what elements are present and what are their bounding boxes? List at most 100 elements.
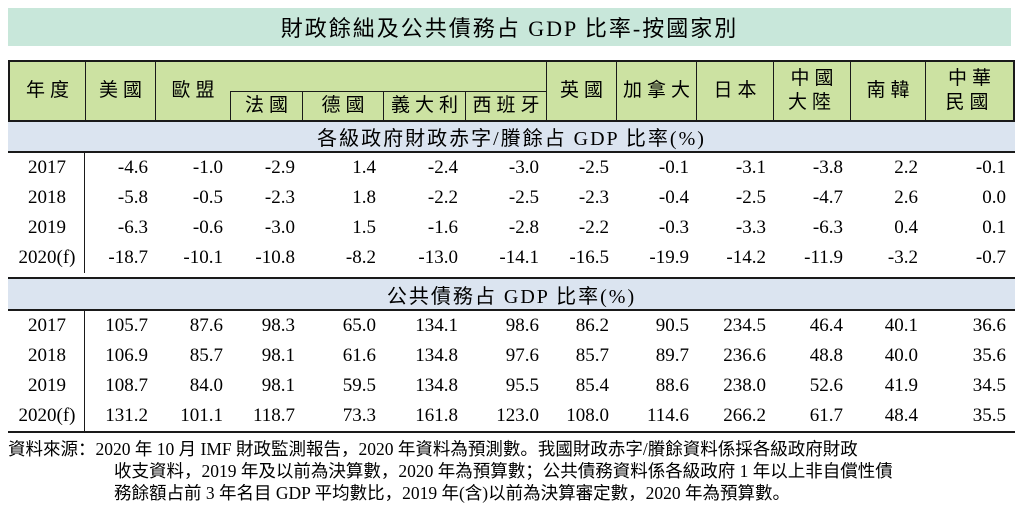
column-header-usa: 美國	[85, 62, 155, 120]
value-cell: -1.0	[192, 157, 223, 178]
value-cell: 86.2	[575, 315, 609, 336]
column-header-canada: 加拿大	[616, 62, 696, 120]
column-header-south-korea: 南韓	[850, 62, 925, 120]
value-cell: -6.3	[812, 217, 843, 238]
value-cell: -4.7	[812, 187, 843, 208]
year-cell: 2020(f)	[10, 401, 85, 431]
table-row: 2020(f) -18.7 -10.1 -10.8 -8.2 -13.0 -14.1 -16.…	[8, 243, 1015, 273]
column-header-uk: 英國	[546, 62, 616, 120]
value-cell: 1.8	[352, 187, 376, 208]
page-title: 財政餘絀及公共債務占 GDP 比率-按國家別	[8, 8, 1011, 46]
value-cell: -3.1	[735, 157, 766, 178]
value-cell: 34.5	[972, 375, 1006, 396]
value-cell: 90.5	[655, 315, 689, 336]
table-row: 2020(f) 131.2 101.1 118.7 73.3 161.8 123.0 108.…	[8, 401, 1015, 431]
value-cell: -14.1	[499, 247, 539, 268]
value-cell: -0.6	[192, 217, 223, 238]
data-table: 年度 美國 歐盟 法國 德國 義大利 西班牙 英國 加拿大 日本 中國 大陸 南…	[8, 60, 1015, 433]
value-cell: 40.0	[884, 345, 918, 366]
column-header-taiwan: 中華 民國	[925, 62, 1013, 120]
value-cell: -5.8	[117, 187, 148, 208]
value-cell: -10.8	[255, 247, 295, 268]
value-cell: -18.7	[108, 247, 148, 268]
section-header-fiscal-balance: 各級政府財政赤字/賸餘占 GDP 比率(%)	[8, 122, 1015, 153]
value-cell: -16.5	[569, 247, 609, 268]
value-cell: 48.4	[884, 405, 918, 426]
value-cell: 236.6	[723, 345, 766, 366]
source-note-line: 收支資料，2019 年及以前為決算數，2020 年為預算數；公共債務資料係各級政…	[114, 461, 893, 481]
value-cell: -2.8	[508, 217, 539, 238]
column-header-spain: 西班牙	[465, 91, 546, 120]
value-cell: 35.5	[972, 405, 1006, 426]
column-header-france: 法國	[230, 91, 302, 120]
value-cell: -19.9	[649, 247, 689, 268]
year-cell: 2018	[10, 341, 85, 371]
value-cell: 1.5	[352, 217, 376, 238]
value-cell: -4.6	[117, 157, 148, 178]
value-cell: 1.4	[352, 157, 376, 178]
value-cell: 2.6	[894, 187, 918, 208]
column-header-year: 年度	[25, 80, 74, 102]
source-note: 資料來源：2020 年 10 月 IMF 財政監測報告，2020 年資料為預測數…	[8, 438, 1017, 504]
value-cell: 89.7	[655, 345, 689, 366]
column-header-germany: 德國	[302, 91, 383, 120]
value-cell: 61.6	[342, 345, 376, 366]
value-cell: -11.9	[804, 247, 843, 268]
table-row: 2019 108.7 84.0 98.1 59.5 134.8 95.5 85.4 88.6 23…	[8, 371, 1015, 401]
value-cell: 134.1	[415, 315, 458, 336]
year-cell: 2017	[10, 153, 85, 183]
value-cell: 114.6	[646, 405, 689, 426]
section-header-public-debt: 公共債務占 GDP 比率(%)	[8, 277, 1015, 311]
table-row: 2019 -6.3 -0.6 -3.0 1.5 -1.6 -2.8 -2.2 -0.3 -3.3 -…	[8, 213, 1015, 243]
value-cell: 65.0	[342, 315, 376, 336]
table-row: 2018 106.9 85.7 98.1 61.6 134.8 97.6 85.7 89.7 23…	[8, 341, 1015, 371]
column-header-italy: 義大利	[383, 91, 465, 120]
value-cell: 123.0	[496, 405, 539, 426]
value-cell: 97.6	[505, 345, 539, 366]
source-note-line: 資料來源：2020 年 10 月 IMF 財政監測報告，2020 年資料為預測數…	[8, 439, 858, 459]
value-cell: -2.3	[578, 187, 609, 208]
value-cell: 85.7	[575, 345, 609, 366]
value-cell: 88.6	[655, 375, 689, 396]
value-cell: 48.8	[809, 345, 843, 366]
value-cell: 85.7	[189, 345, 223, 366]
value-cell: 101.1	[180, 405, 223, 426]
value-cell: 134.8	[415, 375, 458, 396]
column-header-eu: 歐盟	[155, 62, 230, 120]
value-cell: 98.1	[261, 375, 295, 396]
value-cell: 41.9	[884, 375, 918, 396]
value-cell: -3.2	[887, 247, 918, 268]
value-cell: -3.0	[508, 157, 539, 178]
value-cell: 73.3	[342, 405, 376, 426]
value-cell: 105.7	[105, 315, 148, 336]
value-cell: 95.5	[505, 375, 539, 396]
value-cell: -2.4	[427, 157, 458, 178]
value-cell: -2.5	[508, 187, 539, 208]
value-cell: 0.0	[982, 187, 1006, 208]
value-cell: -2.2	[578, 217, 609, 238]
value-cell: 266.2	[723, 405, 766, 426]
table-row: 2017 -4.6 -1.0 -2.9 1.4 -2.4 -3.0 -2.5 -0.1 -3.1 -…	[8, 153, 1015, 183]
value-cell: 131.2	[105, 405, 148, 426]
value-cell: -0.1	[658, 157, 689, 178]
value-cell: 238.0	[723, 375, 766, 396]
value-cell: 35.6	[972, 345, 1006, 366]
value-cell: 87.6	[189, 315, 223, 336]
year-cell: 2020(f)	[10, 243, 85, 273]
value-cell: 108.0	[566, 405, 609, 426]
section-rows-fiscal-balance: 2017 -4.6 -1.0 -2.9 1.4 -2.4 -3.0 -2.5 -0.1 -3.1 -…	[8, 153, 1015, 273]
value-cell: 234.5	[723, 315, 766, 336]
value-cell: -2.2	[427, 187, 458, 208]
value-cell: -0.7	[975, 247, 1006, 268]
value-cell: -3.3	[735, 217, 766, 238]
value-cell: 59.5	[342, 375, 376, 396]
value-cell: -0.3	[658, 217, 689, 238]
source-note-line: 務餘額占前 3 年名目 GDP 平均數比，2019 年(含)以前為決算審定數，2…	[114, 483, 791, 503]
value-cell: -0.1	[975, 157, 1006, 178]
value-cell: 46.4	[809, 315, 843, 336]
value-cell: -14.2	[726, 247, 766, 268]
value-cell: 98.1	[261, 345, 295, 366]
column-header-japan: 日本	[696, 62, 773, 120]
value-cell: 61.7	[809, 405, 843, 426]
value-cell: 161.8	[415, 405, 458, 426]
